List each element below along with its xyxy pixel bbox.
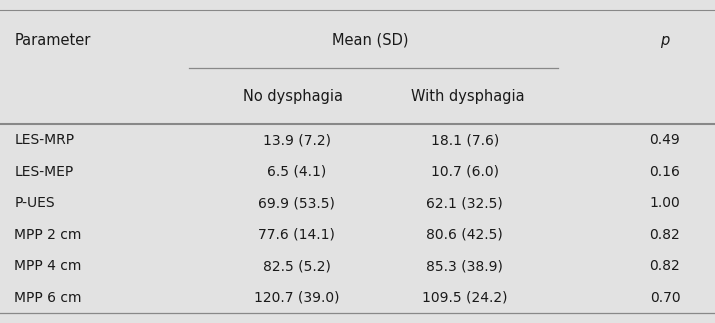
Text: 18.1 (7.6): 18.1 (7.6) (430, 133, 499, 147)
Text: MPP 6 cm: MPP 6 cm (14, 291, 82, 305)
Text: 85.3 (38.9): 85.3 (38.9) (426, 259, 503, 273)
Text: MPP 2 cm: MPP 2 cm (14, 228, 82, 242)
Text: LES-MEP: LES-MEP (14, 165, 74, 179)
Text: 0.16: 0.16 (649, 165, 681, 179)
Text: 82.5 (5.2): 82.5 (5.2) (263, 259, 330, 273)
Text: 1.00: 1.00 (649, 196, 681, 210)
Text: P-UES: P-UES (14, 196, 55, 210)
Text: 120.7 (39.0): 120.7 (39.0) (254, 291, 340, 305)
Text: 0.70: 0.70 (650, 291, 680, 305)
Text: 0.82: 0.82 (649, 259, 681, 273)
Text: Parameter: Parameter (14, 33, 91, 48)
Text: 69.9 (53.5): 69.9 (53.5) (258, 196, 335, 210)
Text: Mean (SD): Mean (SD) (332, 33, 408, 48)
Text: No dysphagia: No dysphagia (243, 89, 343, 104)
Text: LES-MRP: LES-MRP (14, 133, 74, 147)
Text: 6.5 (4.1): 6.5 (4.1) (267, 165, 326, 179)
Text: p: p (661, 33, 669, 48)
Text: 77.6 (14.1): 77.6 (14.1) (258, 228, 335, 242)
Text: MPP 4 cm: MPP 4 cm (14, 259, 82, 273)
Text: 0.49: 0.49 (649, 133, 681, 147)
Text: 10.7 (6.0): 10.7 (6.0) (430, 165, 499, 179)
Text: 0.82: 0.82 (649, 228, 681, 242)
Text: With dysphagia: With dysphagia (411, 89, 525, 104)
Text: 80.6 (42.5): 80.6 (42.5) (426, 228, 503, 242)
Text: 62.1 (32.5): 62.1 (32.5) (426, 196, 503, 210)
Text: 13.9 (7.2): 13.9 (7.2) (262, 133, 331, 147)
Text: 109.5 (24.2): 109.5 (24.2) (422, 291, 508, 305)
